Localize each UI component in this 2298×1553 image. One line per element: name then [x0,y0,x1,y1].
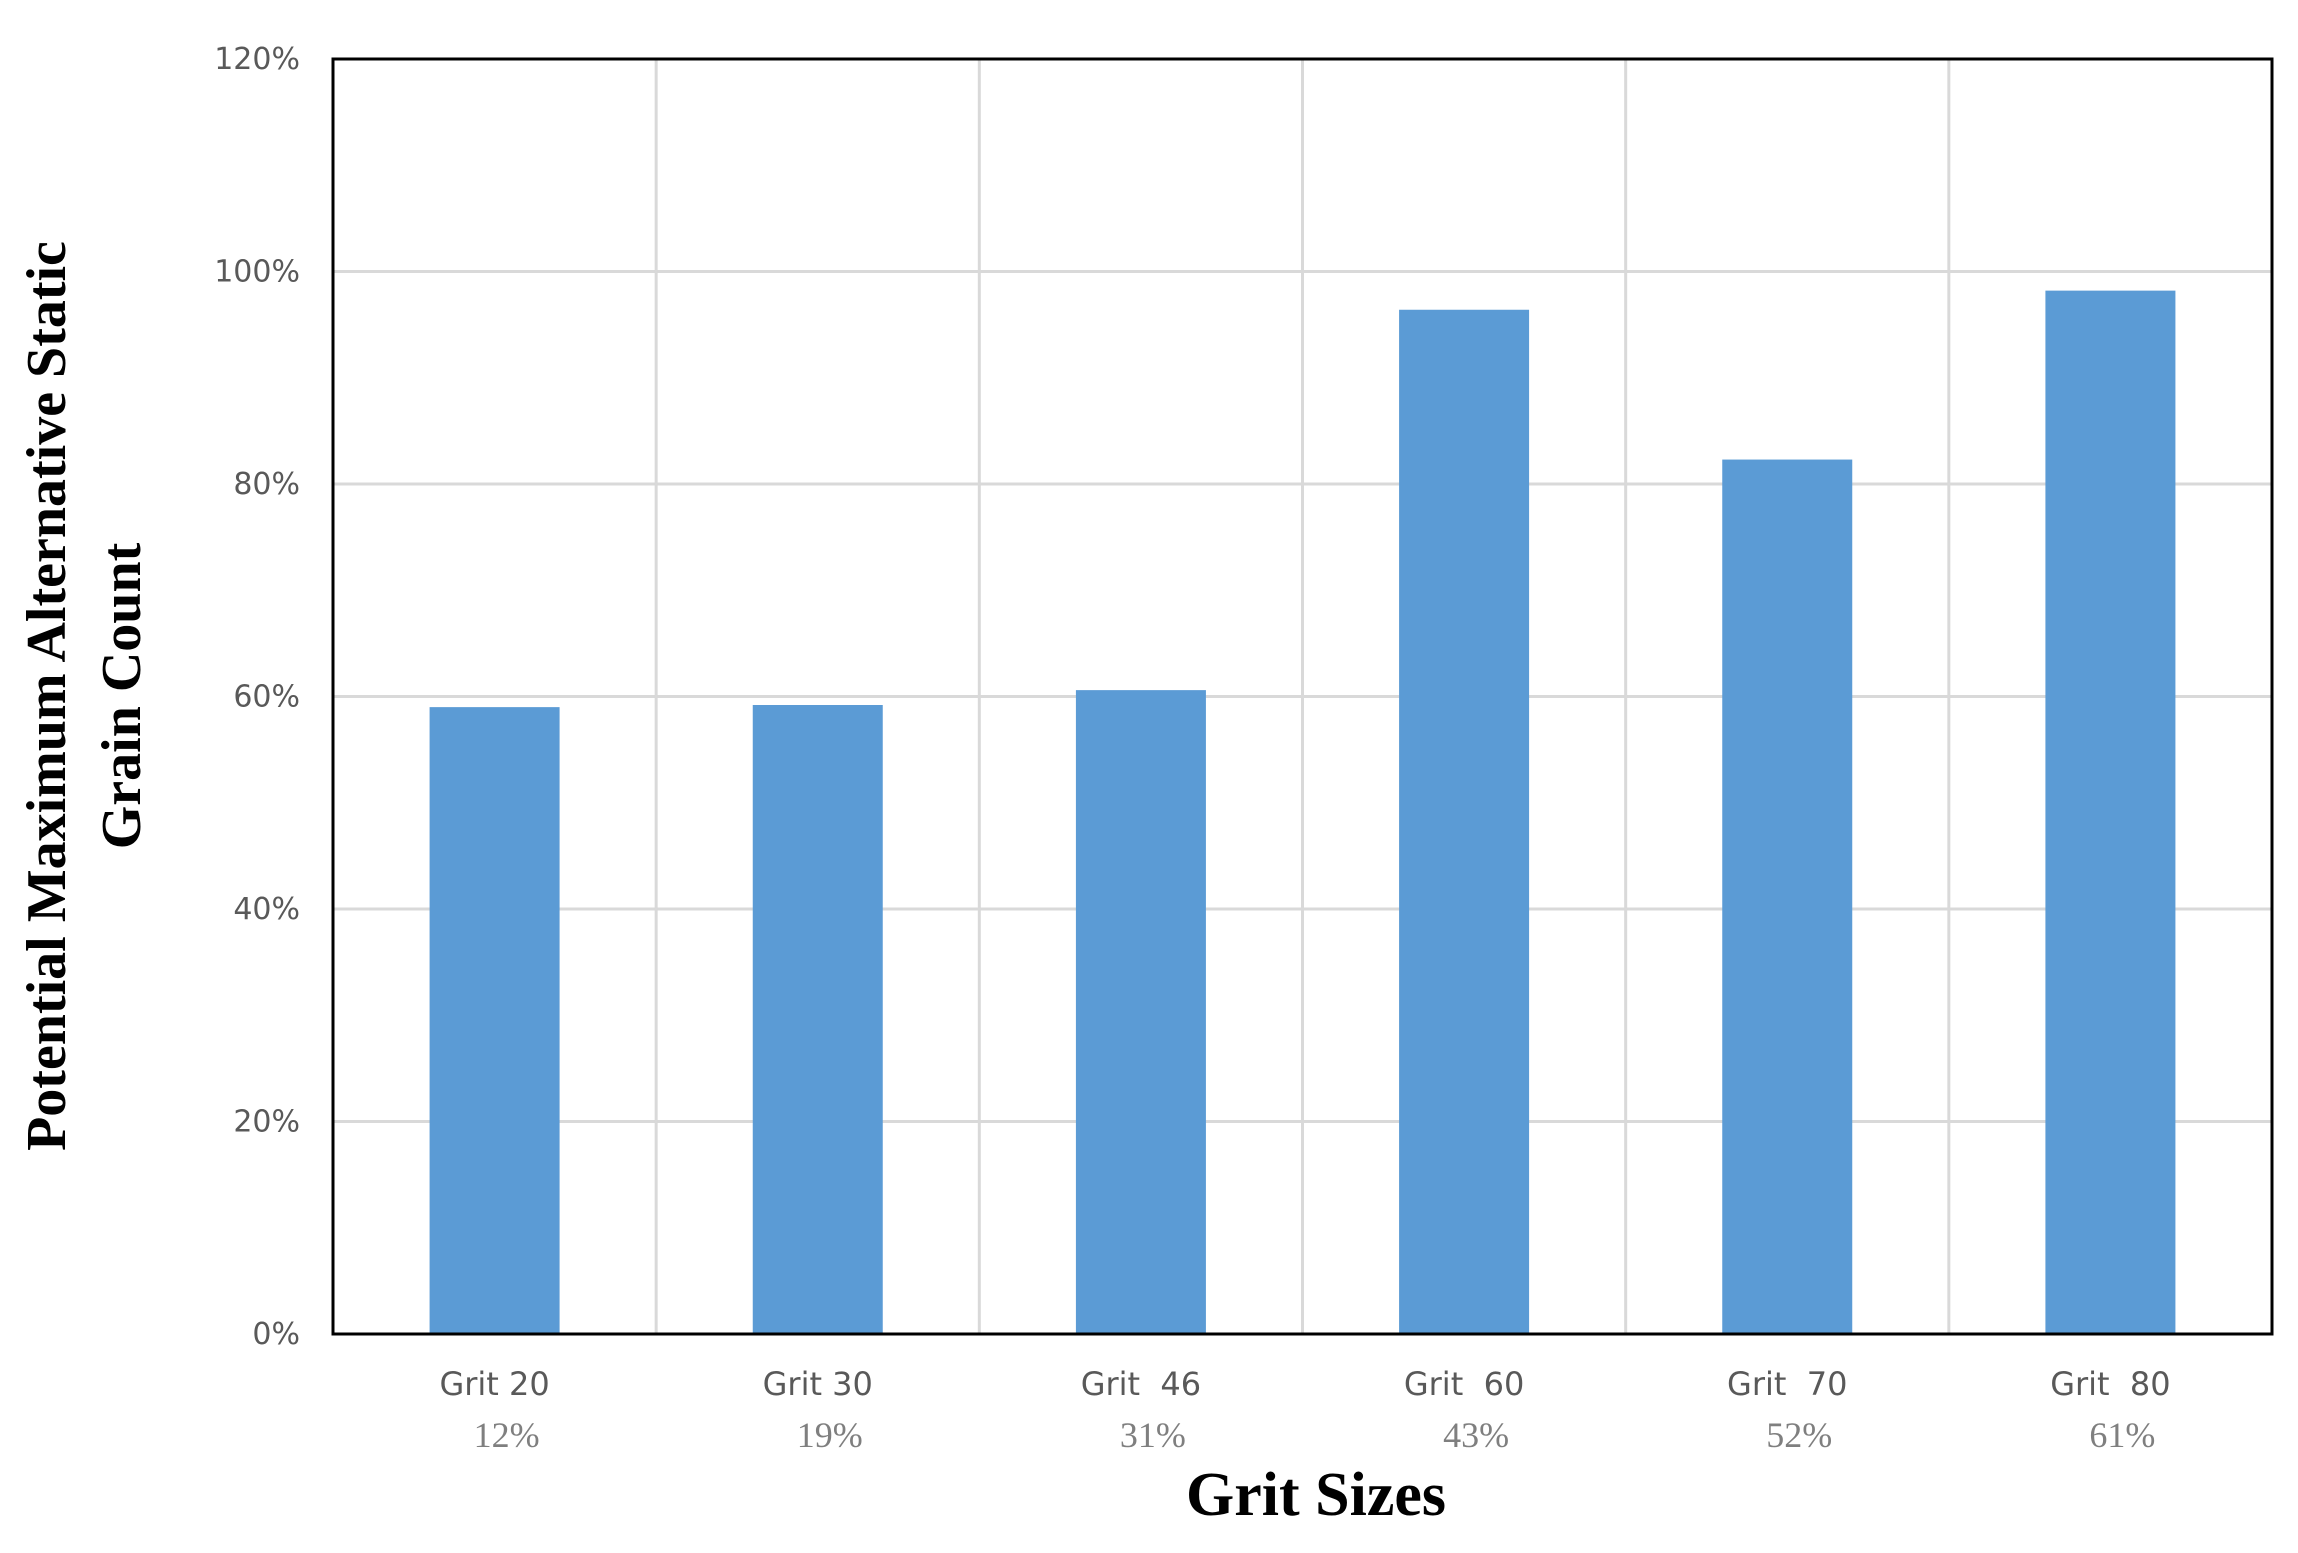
x-tick-label: Grit 70 [1727,1365,1847,1403]
x-tick-labels: Grit 20 12% Grit 30 19% Grit 46 31% Grit 60 43%… [439,1365,2170,1455]
grid-layer [333,59,2272,1334]
x-tick-sublabel: 31% [1120,1415,1186,1455]
x-tick-label: Grit 30 [763,1365,873,1403]
y-tick-label: 60% [233,680,300,715]
bar [2045,290,2176,1334]
x-tick-sublabel: 19% [797,1415,863,1455]
x-tick-sublabel: 43% [1443,1415,1509,1455]
x-tick-sublabel: 52% [1766,1415,1832,1455]
bar [1722,459,1853,1334]
x-tick-label: Grit 60 [1404,1365,1524,1403]
bar [1075,690,1206,1334]
y-axis-title-line-2: Grain Count [91,542,153,849]
plot-frame [331,57,2274,1336]
y-axis-title-line-1: Potential Maximum Alternative Static [16,241,78,1151]
y-tick-label: 100% [214,255,300,290]
y-tick-label: 0% [252,1317,300,1352]
y-tick-labels: 0% 20% 40% 60% 80% 100% 120% [214,42,300,1352]
x-tick-label: Grit 20 [439,1365,549,1403]
bar-layer [429,290,2176,1334]
y-tick-label: 120% [214,42,300,77]
x-tick-sublabel: 12% [474,1415,540,1455]
y-tick-label: 40% [233,892,300,927]
bar [1399,309,1530,1334]
y-tick-label: 80% [233,467,300,502]
x-axis-title: Grit Sizes [1186,1461,1446,1529]
x-tick-label: Grit 80 [2050,1365,2170,1403]
x-tick-sublabel: 61% [2089,1415,2155,1455]
x-tick-label: Grit 46 [1081,1365,1201,1403]
y-tick-label: 20% [233,1105,300,1140]
bar [752,705,883,1334]
bar [429,707,560,1334]
y-axis-title: Potential Maximum Alternative Static Gra… [16,241,153,1151]
